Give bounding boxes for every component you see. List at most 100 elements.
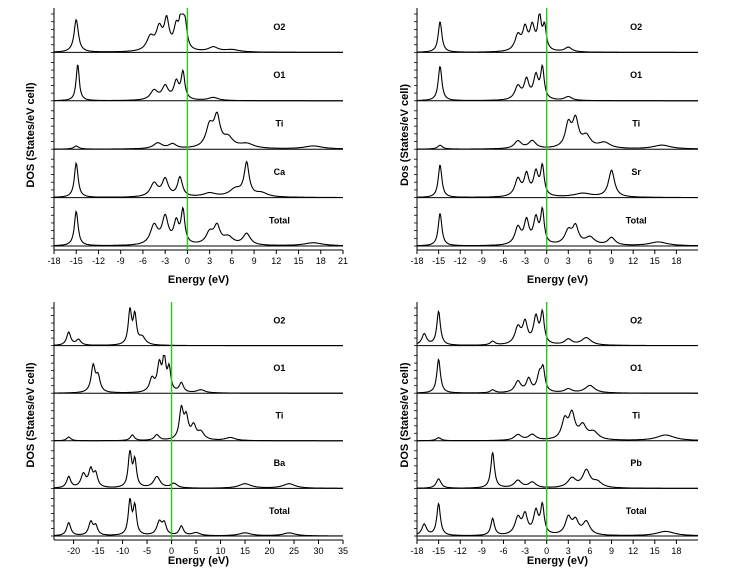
x-tick-label: 0 xyxy=(544,256,549,266)
series-label: Ti xyxy=(632,119,640,129)
series-label: O1 xyxy=(273,363,285,373)
series-label: Total xyxy=(269,215,290,225)
x-tick-label: 15 xyxy=(650,256,660,266)
dos-curve-ca xyxy=(53,160,343,199)
x-tick-label: 6 xyxy=(587,256,592,266)
x-tick-label: -5 xyxy=(143,546,151,556)
x-tick-label: 15 xyxy=(650,546,660,556)
x-tick-label: -6 xyxy=(139,256,147,266)
series-label: Ba xyxy=(274,458,286,468)
dos-curve-o1 xyxy=(54,355,343,394)
x-tick-label: 0 xyxy=(169,546,174,556)
dos-curve-o1 xyxy=(417,63,698,102)
dos-curve-ti xyxy=(417,409,699,442)
x-tick-label: 30 xyxy=(314,546,324,556)
dos-curve-o2 xyxy=(416,308,698,347)
series-label: Ti xyxy=(275,411,283,421)
dos-curve-ti xyxy=(53,404,343,442)
dos-panel-1: O2 O1 Ti Ca Total -18 -15 -12 -9 -6 -3 0 3 6 9 12 15 18 21… xyxy=(25,8,348,286)
x-tick-label: 18 xyxy=(671,256,681,266)
series-label: Ti xyxy=(632,411,640,421)
x-tick-label: 18 xyxy=(316,256,326,266)
x-tick-label: 9 xyxy=(609,546,614,556)
dos-curve-total xyxy=(54,206,343,247)
x-tick-label: -9 xyxy=(478,256,486,266)
x-tick-label: -18 xyxy=(410,546,423,556)
x-tick-label: -12 xyxy=(454,256,467,266)
dos-curve-o2 xyxy=(54,13,343,53)
x-tick-label: 9 xyxy=(609,256,614,266)
series-label: Ti xyxy=(275,119,283,129)
dos-panel-4: O2 O1 Ti Pb Total -18 -15 -12 -9 -6 -3 0 3 6 9 12 15 18 En… xyxy=(399,302,699,567)
dos-curve-o1 xyxy=(417,357,698,394)
dos-curve-total xyxy=(416,501,698,537)
x-axis-title: Energy (eV) xyxy=(168,274,229,286)
x-tick-label: -20 xyxy=(67,546,80,556)
series-label: O2 xyxy=(273,22,285,32)
x-tick-label: 0 xyxy=(185,256,190,266)
x-tick-label: -15 xyxy=(70,256,83,266)
series-label: O2 xyxy=(630,315,642,325)
y-axis-title: DOS (States/eV cell) xyxy=(25,82,37,187)
series-label: Sr xyxy=(631,167,641,177)
dos-curve-ti xyxy=(54,111,343,150)
x-tick-label: -15 xyxy=(92,546,105,556)
series-label: O1 xyxy=(273,70,285,80)
x-tick-label: -18 xyxy=(47,256,60,266)
x-tick-label: 10 xyxy=(216,546,226,556)
dos-curve-pb xyxy=(416,452,698,489)
x-tick-label: 3 xyxy=(566,546,571,556)
x-tick-label: 20 xyxy=(265,546,275,556)
x-tick-label: 0 xyxy=(544,546,549,556)
dos-curve-ba xyxy=(53,450,343,489)
series-label: Ca xyxy=(274,167,286,177)
x-tick-label: -6 xyxy=(499,256,507,266)
series-label: O2 xyxy=(630,22,642,32)
x-tick-label: 12 xyxy=(628,256,638,266)
x-tick-label: 12 xyxy=(628,546,638,556)
y-axis-title: DOS (States/eV cell) xyxy=(25,362,37,467)
dos-curve-total xyxy=(417,205,698,247)
x-axis-title: Energy (eV) xyxy=(527,274,588,286)
x-tick-label: -3 xyxy=(521,546,529,556)
x-tick-label: 15 xyxy=(240,546,250,556)
x-tick-label: 6 xyxy=(229,256,234,266)
x-tick-label: -9 xyxy=(478,546,486,556)
dos-curve-o2 xyxy=(54,307,343,347)
x-tick-label: 35 xyxy=(338,546,348,556)
y-axis-title: DOS (States/eV cell) xyxy=(399,362,411,467)
x-tick-label: -3 xyxy=(161,256,169,266)
dos-curve-o2 xyxy=(416,13,698,53)
x-axis-title: Energy (eV) xyxy=(527,555,588,567)
series-label: Total xyxy=(269,506,290,516)
x-tick-label: 12 xyxy=(271,256,281,266)
x-axis-title: Energy (eV) xyxy=(168,555,229,567)
dos-curve-total xyxy=(53,497,343,537)
x-tick-label: 6 xyxy=(587,546,592,556)
dos-panel-2: O2 O1 Ti Sr Total -18 -15 -12 -9 -6 -3 0 3 6 9 12 15 18 En… xyxy=(399,8,698,286)
x-tick-label: -6 xyxy=(499,546,507,556)
x-tick-label: 15 xyxy=(294,256,304,266)
x-tick-label: -12 xyxy=(92,256,105,266)
dos-curve-o1 xyxy=(54,64,343,102)
x-tick-label: -12 xyxy=(454,546,467,556)
series-label: O1 xyxy=(630,363,642,373)
x-tick-label: 3 xyxy=(207,256,212,266)
x-tick-label: -15 xyxy=(432,256,445,266)
x-tick-label: 25 xyxy=(289,546,299,556)
x-tick-label: -18 xyxy=(410,256,423,266)
x-tick-label: -15 xyxy=(432,546,445,556)
y-axis-title: Dos (States/eV cell) xyxy=(399,84,411,186)
dos-curve-ti xyxy=(417,114,698,150)
dos-panel-3: O2 O1 Ti Ba Total -20 -15 -10 -5 0 5 10 15 20 25 30 35 En… xyxy=(25,302,348,567)
dos-curve-sr xyxy=(417,162,698,199)
x-tick-label: -9 xyxy=(117,256,125,266)
series-label: Total xyxy=(626,215,647,225)
x-tick-label: 3 xyxy=(566,256,571,266)
x-tick-label: -10 xyxy=(116,546,129,556)
series-label: Pb xyxy=(630,458,642,468)
x-tick-label: 5 xyxy=(194,546,199,556)
series-label: O2 xyxy=(273,315,285,325)
x-tick-label: 21 xyxy=(338,256,348,266)
